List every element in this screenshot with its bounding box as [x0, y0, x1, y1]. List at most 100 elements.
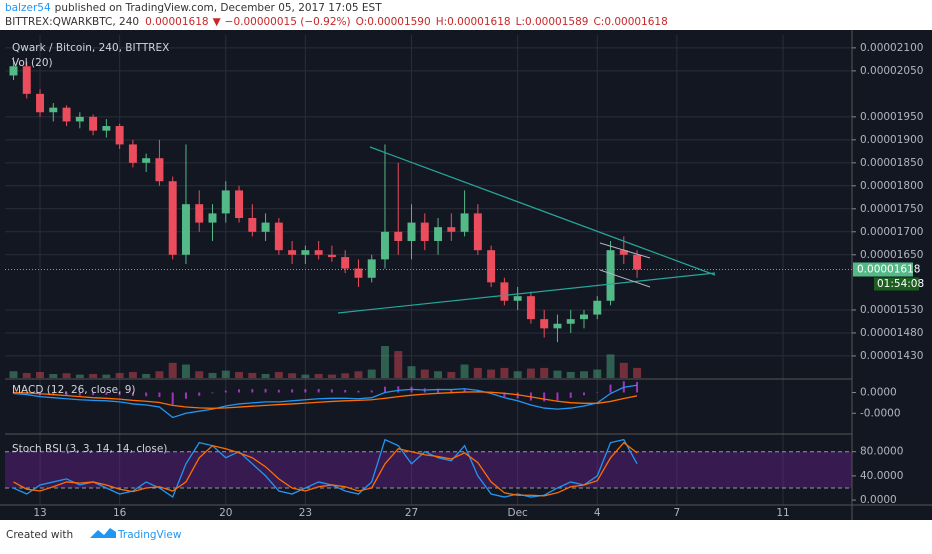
- candle-body: [514, 296, 522, 301]
- candle-body: [248, 218, 256, 232]
- volume-bar: [63, 373, 71, 378]
- volume-bar: [500, 368, 508, 378]
- volume-bar: [461, 365, 469, 378]
- volume-bar: [474, 368, 482, 378]
- volume-bar: [315, 374, 323, 378]
- volume-bar: [487, 370, 495, 378]
- volume-bar: [633, 368, 641, 378]
- candle-body: [354, 269, 362, 278]
- y-tick-label: 0.00001750: [860, 203, 923, 215]
- macd-histogram: [384, 387, 386, 393]
- ohlc: H:0.00001618: [436, 16, 511, 28]
- y-tick-label: 0.00002050: [860, 65, 923, 77]
- x-tick-label: 7: [674, 507, 681, 519]
- macd-histogram: [610, 385, 612, 393]
- volume-bar: [354, 371, 362, 378]
- volume-bar: [381, 346, 389, 378]
- x-tick-label: Dec: [507, 507, 528, 519]
- candle-body: [63, 108, 71, 122]
- volume-bar: [10, 371, 18, 378]
- candle-body: [633, 255, 641, 270]
- volume-bar: [514, 371, 522, 378]
- x-tick-label: 20: [219, 507, 232, 519]
- y-tick-label: 0.00001900: [860, 134, 923, 146]
- candle-body: [275, 223, 283, 251]
- candle-body: [434, 227, 442, 241]
- symbol: BITTREX:QWARKBTC, 240: [5, 16, 139, 28]
- candle-body: [487, 250, 495, 282]
- countdown: 01:54:08: [877, 278, 924, 290]
- candle-body: [36, 94, 44, 112]
- macd-histogram: [397, 386, 399, 392]
- candle-body: [129, 144, 137, 162]
- macd-histogram: [291, 389, 293, 392]
- price: 0.00001618: [145, 16, 208, 28]
- macd-histogram: [371, 390, 373, 392]
- y-tick-label: 0.00001430: [860, 350, 923, 362]
- candle-body: [76, 117, 84, 122]
- candle-body: [368, 259, 376, 277]
- volume-bar: [593, 370, 601, 378]
- volume-bar: [182, 365, 190, 378]
- volume-bar: [368, 370, 376, 378]
- macd-histogram: [185, 392, 187, 398]
- volume-bar: [275, 372, 283, 378]
- volume-bar: [553, 371, 561, 378]
- candle-body: [49, 108, 57, 113]
- macd-histogram: [304, 389, 306, 392]
- volume-bar: [155, 371, 163, 378]
- candle-body: [102, 126, 110, 131]
- macd-histogram: [344, 390, 346, 392]
- macd-histogram: [212, 392, 214, 393]
- volume-bar: [116, 373, 124, 378]
- volume-bar: [142, 374, 150, 378]
- volume-bar: [76, 375, 84, 378]
- x-tick-label: 16: [113, 507, 127, 519]
- volume-bar: [36, 372, 44, 378]
- candle-body: [328, 255, 336, 257]
- y-tick-label: 0.00001650: [860, 249, 923, 261]
- macd-histogram: [265, 389, 267, 393]
- volume-bar: [209, 373, 217, 378]
- x-tick-label: 23: [299, 507, 312, 519]
- candle-body: [142, 158, 150, 163]
- volume-bar: [434, 371, 442, 378]
- macd-histogram: [172, 392, 174, 404]
- footer-brand[interactable]: TradingView: [117, 529, 182, 541]
- macd-histogram: [225, 391, 227, 393]
- candle-body: [89, 117, 97, 131]
- candle-body: [262, 223, 270, 232]
- macd-histogram: [318, 389, 320, 393]
- change: −0.00000015 (−0.92%): [225, 16, 351, 28]
- footer-created: Created with: [6, 529, 73, 541]
- volume-bar: [394, 351, 402, 378]
- candle-body: [235, 190, 243, 218]
- volume-bar: [540, 368, 548, 378]
- volume-bar: [341, 373, 349, 378]
- volume-bar: [102, 375, 110, 378]
- macd-histogram: [331, 389, 333, 392]
- candle-body: [527, 296, 535, 319]
- macd-histogram: [556, 392, 558, 400]
- macd-histogram: [278, 390, 280, 393]
- candle-body: [288, 250, 296, 255]
- macd-histogram: [570, 392, 572, 397]
- candle-body: [155, 158, 163, 181]
- y-tick-label: 0.00001850: [860, 157, 923, 169]
- macd-histogram: [251, 389, 253, 392]
- price-tag-label: 0.00001618: [857, 263, 920, 275]
- candle-body: [421, 223, 429, 241]
- volume-bar: [195, 371, 203, 378]
- x-tick-label: 27: [405, 507, 418, 519]
- candle-body: [394, 232, 402, 241]
- candle-body: [461, 213, 469, 231]
- candle-body: [209, 213, 217, 222]
- volume-bar: [89, 374, 97, 378]
- candle-body: [301, 250, 309, 255]
- x-tick-label: 4: [594, 507, 601, 519]
- candle-body: [195, 204, 203, 222]
- ohlc: C:0.00001618: [593, 16, 667, 28]
- author[interactable]: balzer54: [5, 2, 51, 14]
- volume-bar: [262, 374, 270, 378]
